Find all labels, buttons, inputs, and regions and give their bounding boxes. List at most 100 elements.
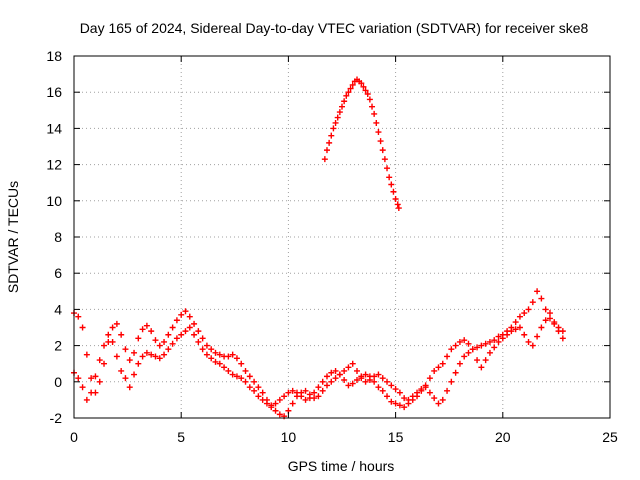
data-point bbox=[444, 387, 451, 394]
data-point bbox=[208, 346, 215, 353]
data-point bbox=[448, 346, 455, 353]
data-point bbox=[272, 407, 279, 414]
data-point bbox=[173, 317, 180, 324]
data-point bbox=[233, 373, 240, 380]
data-point bbox=[371, 110, 378, 117]
data-point bbox=[321, 156, 328, 163]
x-tick-labels: 0 5 10 15 20 25 bbox=[70, 429, 618, 445]
y-tick-labels: -2 0 2 4 6 8 10 12 14 16 18 bbox=[46, 48, 62, 426]
data-point bbox=[131, 349, 138, 356]
data-point bbox=[394, 201, 401, 208]
data-point bbox=[156, 355, 163, 362]
y-tick-label: -2 bbox=[50, 410, 63, 426]
data-point bbox=[384, 378, 391, 385]
data-point bbox=[336, 371, 343, 378]
data-point bbox=[379, 375, 386, 382]
data-point bbox=[439, 396, 446, 403]
data-point bbox=[452, 369, 459, 376]
data-point bbox=[401, 404, 408, 411]
data-point bbox=[381, 156, 388, 163]
data-point bbox=[465, 349, 472, 356]
data-point bbox=[182, 308, 189, 315]
data-point bbox=[358, 373, 365, 380]
data-point bbox=[242, 378, 249, 385]
data-point bbox=[435, 364, 442, 371]
data-point bbox=[326, 139, 333, 146]
data-point bbox=[538, 324, 545, 331]
data-point bbox=[426, 389, 433, 396]
data-point bbox=[525, 306, 532, 313]
data-point bbox=[512, 326, 519, 333]
data-point bbox=[362, 378, 369, 385]
data-point bbox=[251, 387, 258, 394]
data-point bbox=[242, 367, 249, 374]
data-point bbox=[323, 147, 330, 154]
data-point bbox=[212, 349, 219, 356]
data-point bbox=[388, 181, 395, 188]
data-point bbox=[486, 349, 493, 356]
data-point bbox=[83, 351, 90, 358]
data-point bbox=[491, 344, 498, 351]
data-point bbox=[186, 324, 193, 331]
data-point bbox=[495, 333, 502, 340]
data-point bbox=[364, 91, 371, 98]
data-point bbox=[139, 326, 146, 333]
data-point bbox=[409, 396, 416, 403]
data-point bbox=[246, 373, 253, 380]
data-point bbox=[456, 360, 463, 367]
data-point bbox=[191, 331, 198, 338]
data-point bbox=[469, 346, 476, 353]
data-point bbox=[92, 373, 99, 380]
data-point bbox=[165, 346, 172, 353]
data-point bbox=[534, 288, 541, 295]
data-point bbox=[152, 337, 159, 344]
data-point bbox=[379, 387, 386, 394]
data-point bbox=[216, 360, 223, 367]
data-point bbox=[401, 395, 408, 402]
y-tick-label: 10 bbox=[46, 193, 62, 209]
x-tick-label: 10 bbox=[281, 429, 297, 445]
data-point bbox=[366, 373, 373, 380]
data-point bbox=[186, 313, 193, 320]
data-point bbox=[173, 335, 180, 342]
data-point bbox=[392, 386, 399, 393]
data-point bbox=[369, 103, 376, 110]
data-point bbox=[319, 378, 326, 385]
data-point bbox=[362, 371, 369, 378]
data-point bbox=[360, 83, 367, 90]
x-tick-label: 25 bbox=[602, 429, 618, 445]
data-point bbox=[499, 335, 506, 342]
data-point bbox=[521, 331, 528, 338]
data-point bbox=[392, 195, 399, 202]
series-1 bbox=[71, 288, 566, 420]
data-point bbox=[525, 338, 532, 345]
data-point bbox=[542, 306, 549, 313]
data-point bbox=[478, 364, 485, 371]
chart-title: Day 165 of 2024, Sidereal Day-to-day VTE… bbox=[80, 20, 589, 36]
data-point bbox=[377, 138, 384, 145]
y-tick-label: 14 bbox=[46, 120, 62, 136]
data-point bbox=[285, 389, 292, 396]
data-point bbox=[233, 355, 240, 362]
data-point bbox=[341, 376, 348, 383]
data-point bbox=[323, 382, 330, 389]
data-point bbox=[341, 98, 348, 105]
data-point bbox=[482, 357, 489, 364]
data-point bbox=[349, 81, 356, 88]
data-point bbox=[339, 103, 345, 110]
data-point bbox=[328, 369, 335, 376]
x-tick-label: 5 bbox=[177, 429, 185, 445]
data-point bbox=[448, 378, 455, 385]
data-point bbox=[216, 351, 223, 358]
data-point bbox=[461, 353, 468, 360]
data-point bbox=[414, 393, 421, 400]
data-point bbox=[546, 315, 553, 322]
y-tick-label: 18 bbox=[46, 48, 62, 64]
data-point bbox=[143, 349, 150, 356]
data-point bbox=[529, 299, 536, 306]
x-axis-label: GPS time / hours bbox=[288, 458, 395, 474]
data-point bbox=[504, 331, 511, 338]
data-point bbox=[302, 396, 309, 403]
data-point bbox=[508, 328, 515, 335]
data-point bbox=[298, 393, 305, 400]
